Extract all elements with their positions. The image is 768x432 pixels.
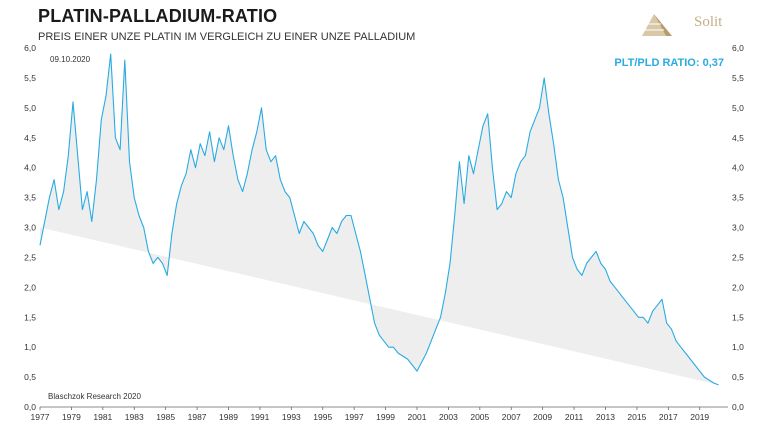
- y-tick-right: 2,0: [732, 282, 744, 292]
- x-tick: 2019: [690, 412, 709, 422]
- y-tick-right: 5,0: [732, 103, 744, 113]
- reference-band: [40, 54, 719, 385]
- y-tick-right: 6,0: [732, 43, 744, 53]
- chart-subtitle: PREIS EINER UNZE PLATIN IM VERGLEICH ZU …: [38, 31, 416, 43]
- x-tick: 1989: [219, 412, 238, 422]
- x-tick: 2009: [533, 412, 552, 422]
- y-tick-right: 5,5: [732, 73, 744, 83]
- x-tick: 2017: [659, 412, 678, 422]
- x-tick: 1979: [62, 412, 81, 422]
- date-label: 09.10.2020: [50, 55, 91, 64]
- x-tick: 1991: [250, 412, 269, 422]
- x-tick: 1981: [93, 412, 112, 422]
- y-tick-right: 3,0: [732, 223, 744, 233]
- y-tick-left: 4,5: [24, 133, 36, 143]
- ratio-series-line: [39, 53, 719, 386]
- x-tick: 1997: [345, 412, 364, 422]
- x-tick: 1987: [188, 412, 207, 422]
- y-tick-left: 2,0: [24, 282, 36, 292]
- y-tick-left: 4,0: [24, 163, 36, 173]
- chart-title: PLATIN-PALLADIUM-RATIO: [38, 6, 278, 26]
- source-note: Blaschzok Research 2020: [48, 392, 141, 401]
- y-tick-left: 5,5: [24, 73, 36, 83]
- x-tick: 2015: [627, 412, 646, 422]
- x-tick: 2007: [502, 412, 521, 422]
- y-tick-left: 2,5: [24, 252, 36, 262]
- y-tick-right: 1,0: [732, 342, 744, 352]
- y-tick-left: 1,5: [24, 312, 36, 322]
- x-tick: 1983: [125, 412, 144, 422]
- y-tick-right: 0,0: [732, 402, 744, 412]
- y-tick-right: 3,5: [732, 193, 744, 203]
- y-tick-left: 3,0: [24, 223, 36, 233]
- x-tick: 1999: [376, 412, 395, 422]
- y-tick-left: 0,5: [24, 372, 36, 382]
- y-tick-right: 4,0: [732, 163, 744, 173]
- y-tick-left: 1,0: [24, 342, 36, 352]
- x-tick: 2005: [470, 412, 489, 422]
- y-tick-left: 5,0: [24, 103, 36, 113]
- y-tick-right: 0,5: [732, 372, 744, 382]
- x-tick: 2011: [565, 412, 584, 422]
- ratio-label: PLT/PLD RATIO: 0,37: [614, 57, 724, 69]
- x-tick: 2013: [596, 412, 615, 422]
- x-tick: 1985: [156, 412, 175, 422]
- y-tick-left: 6,0: [24, 43, 36, 53]
- y-tick-right: 2,5: [732, 252, 744, 262]
- x-tick: 1995: [313, 412, 332, 422]
- y-tick-right: 4,5: [732, 133, 744, 143]
- y-tick-left: 0,0: [24, 402, 36, 412]
- y-tick-left: 3,5: [24, 193, 36, 203]
- x-tick: 2003: [439, 412, 458, 422]
- x-tick: 2001: [408, 412, 427, 422]
- x-tick: 1977: [31, 412, 50, 422]
- logo-text: Solit: [694, 14, 723, 30]
- x-tick: 1993: [282, 412, 301, 422]
- y-tick-right: 1,5: [732, 312, 744, 322]
- pyramid-logo-icon: [642, 14, 672, 36]
